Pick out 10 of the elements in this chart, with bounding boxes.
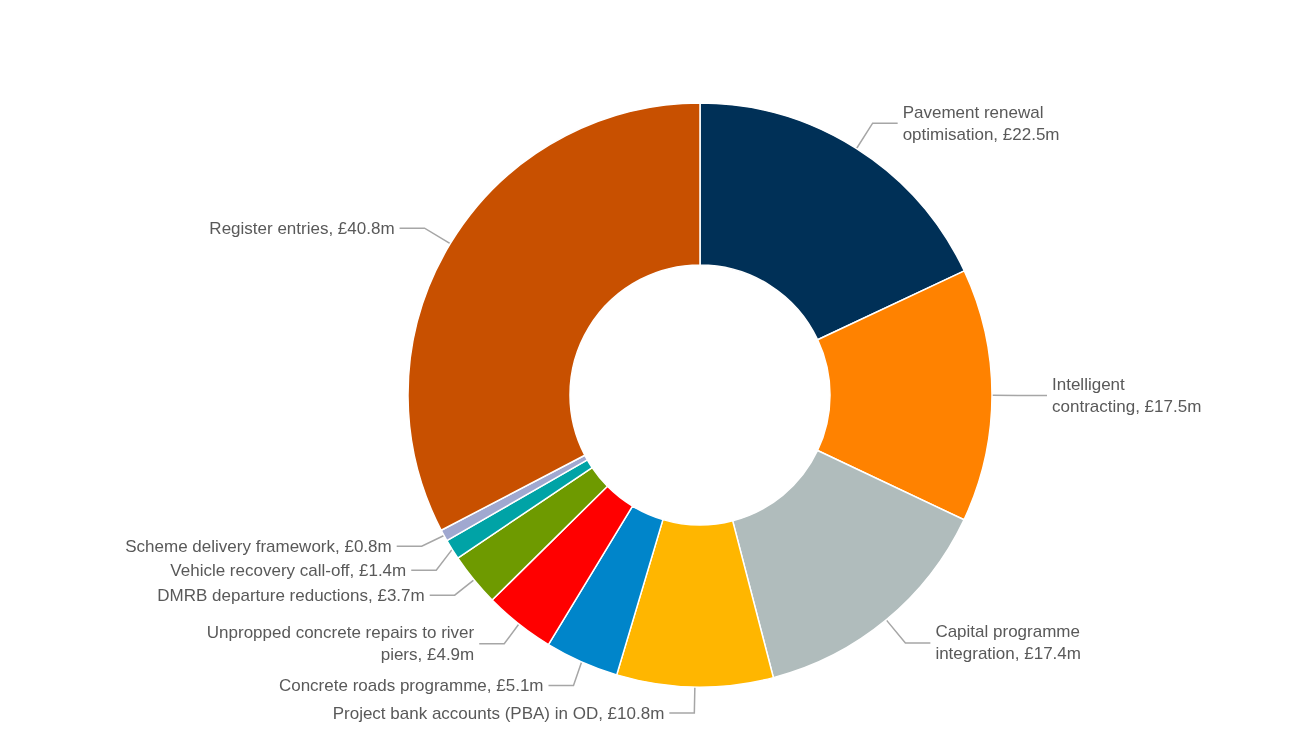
slice-label: Unpropped concrete repairs to river piers, £4.9m [206,623,475,665]
slice-label: Scheme delivery framework, £0.8m [125,536,392,556]
slice-label: Project bank accounts (PBA) in OD, £10.8m [332,703,665,723]
slice-label: DMRB departure reductions, £3.7m [157,585,425,605]
slice-label: Concrete roads programme, £5.1m [278,675,544,695]
slice-label: Intelligent contracting, £17.5m [1052,374,1202,416]
slice-label: Vehicle recovery call-off, £1.4m [170,560,407,580]
slice-label: Register entries, £40.8m [209,218,395,238]
slice-label: Pavement renewal optimisation, £22.5m [902,102,1060,144]
slice-label: Capital programme integration, £17.4m [935,622,1081,664]
